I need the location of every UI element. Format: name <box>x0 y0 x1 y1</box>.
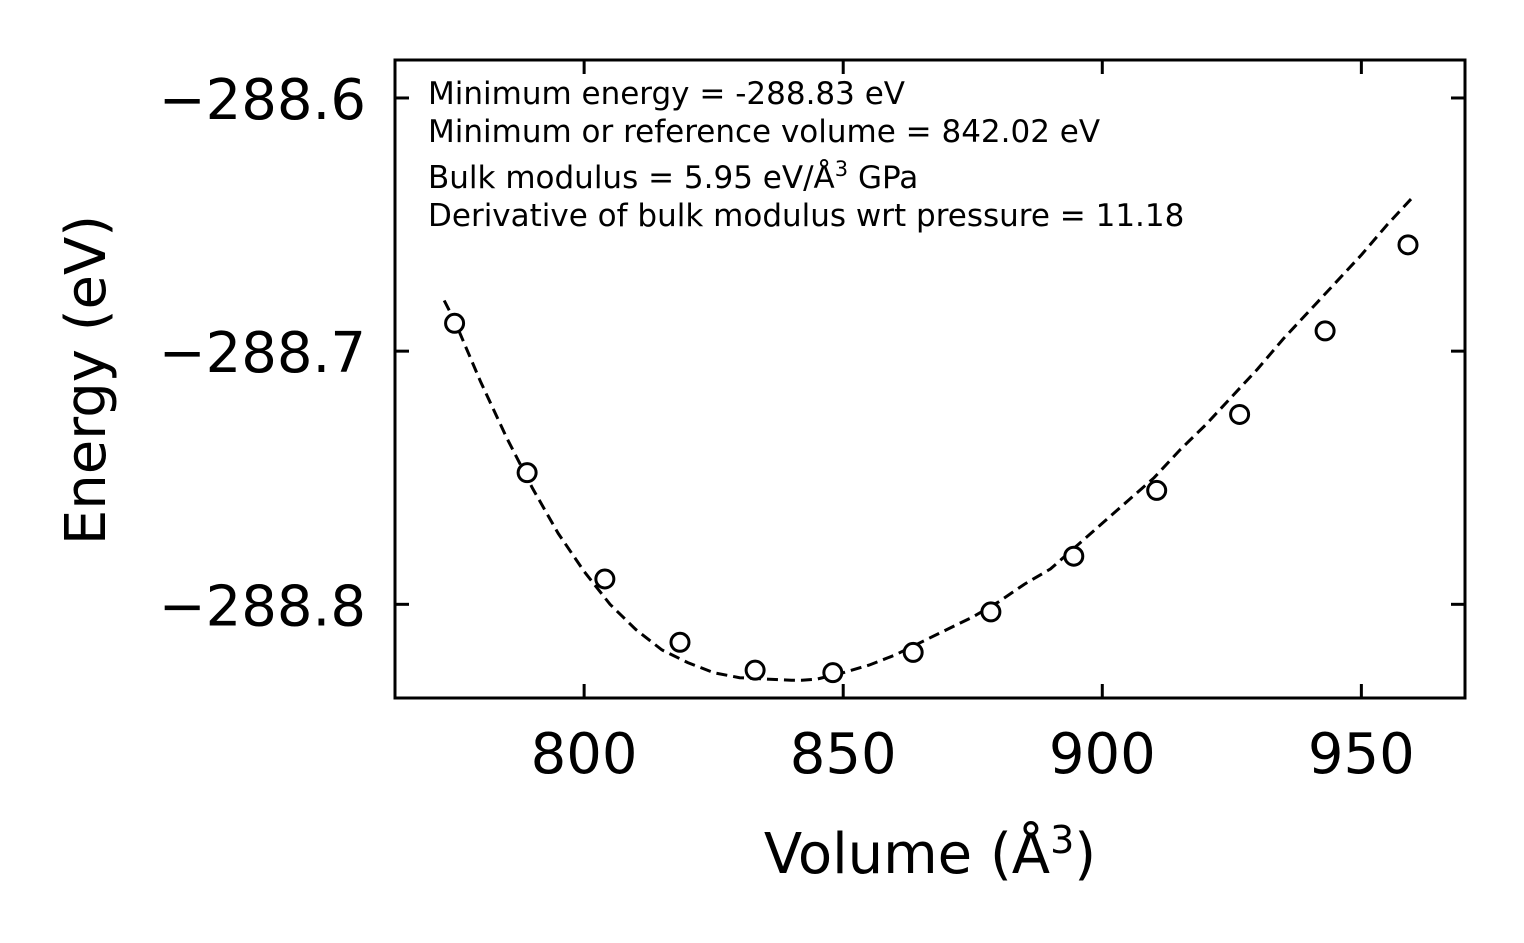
data-point <box>1314 320 1336 342</box>
x-tick-label-900: 900 <box>1049 722 1156 787</box>
data-point <box>744 659 766 681</box>
data-point <box>594 568 616 590</box>
y-tick-label-−288.7: −288.7 <box>159 321 366 386</box>
data-point <box>669 631 691 653</box>
x-tick-label-850: 850 <box>790 722 897 787</box>
annotation-min-volume: Minimum or reference volume = 842.02 eV <box>428 114 1100 150</box>
data-point <box>1229 403 1251 425</box>
data-point <box>902 641 924 663</box>
annotation-min-energy: Minimum energy = -288.83 eV <box>428 76 905 112</box>
annotation-bulk-modulus: Bulk modulus = 5.95 eV/Å3 GPa <box>428 157 918 196</box>
data-point <box>980 601 1002 623</box>
plot-frame <box>393 58 1467 700</box>
x-tick-label-800: 800 <box>531 722 638 787</box>
data-point <box>516 462 538 484</box>
x-tick-label-950: 950 <box>1308 722 1415 787</box>
y-tick-label-−288.8: −288.8 <box>159 574 366 639</box>
annotation-bulk-modulus-derivative: Derivative of bulk modulus wrt pressure … <box>428 198 1184 234</box>
y-tick-label-−288.6: −288.6 <box>159 68 366 133</box>
data-point <box>444 312 466 334</box>
data-point <box>1146 479 1168 501</box>
data-point <box>822 662 844 684</box>
data-point <box>1397 234 1419 256</box>
y-axis-label: Energy (eV) <box>54 215 119 545</box>
data-point <box>1063 545 1085 567</box>
x-axis-label: Volume (Å3) <box>764 818 1096 887</box>
fit-curve <box>442 195 1415 682</box>
